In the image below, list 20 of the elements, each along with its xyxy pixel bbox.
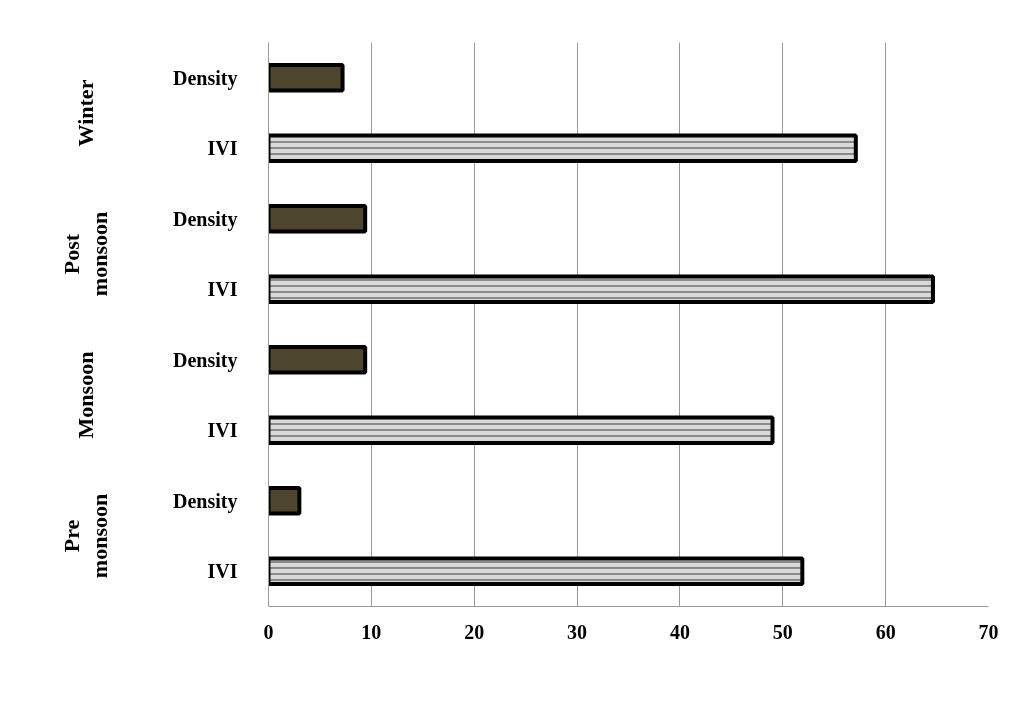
x-tick-label: 10 <box>361 620 382 643</box>
y-tick-label: Density <box>173 207 238 231</box>
x-tick-label: 20 <box>464 620 485 643</box>
y-tick-label: Density <box>173 489 238 513</box>
y-tick-label: Density <box>173 66 238 90</box>
text: Post monsoon <box>59 211 112 297</box>
y-tick-label: IVI <box>207 560 238 583</box>
text: Monsoon <box>73 351 98 439</box>
x-tick-label: 0 <box>263 620 274 643</box>
y-tick-label: IVI <box>207 419 238 442</box>
x-tick-label: 70 <box>978 620 999 643</box>
text: Pre monsoon <box>59 493 112 579</box>
x-tick-label: 50 <box>772 620 793 643</box>
x-tick-label: 60 <box>875 620 896 643</box>
y-tick-label: IVI <box>207 278 238 301</box>
y-tick-label: IVI <box>207 137 238 160</box>
x-tick-label: 40 <box>669 620 690 643</box>
text: Winter <box>73 79 98 147</box>
x-tick-label: 30 <box>567 620 588 643</box>
y-tick-label: Density <box>173 348 238 372</box>
